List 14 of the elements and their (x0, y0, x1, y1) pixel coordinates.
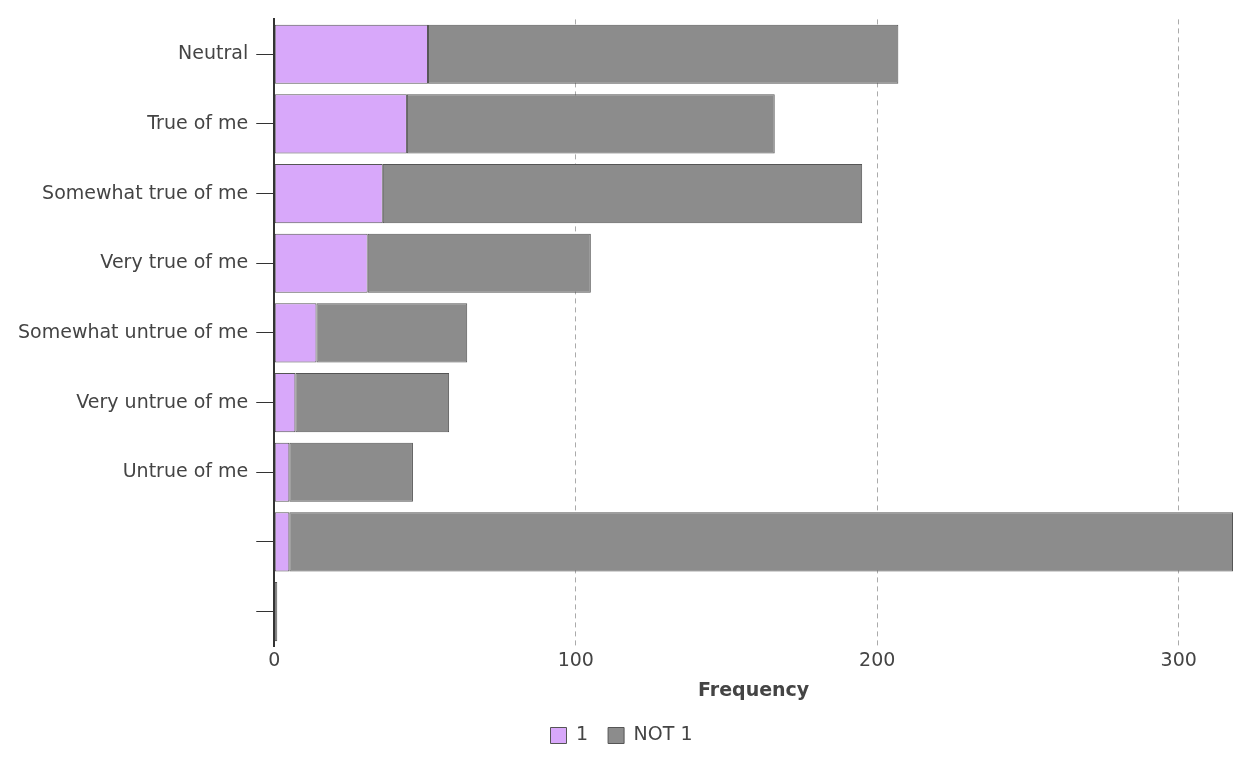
y-tick-label: Very untrue of me (76, 389, 249, 412)
x-tick-label: 300 (1160, 647, 1197, 670)
y-tick-label: Neutral (178, 41, 249, 64)
y-tick-label: Very true of me (100, 250, 249, 273)
y-tick-label: True of me (146, 110, 249, 133)
y-tick-label: Somewhat untrue of me (18, 319, 249, 342)
y-tick-label: Somewhat true of me (42, 180, 249, 203)
legend-label: 1 (576, 722, 589, 745)
x-tick-label: 200 (859, 647, 896, 670)
x-tick-label: 0 (268, 647, 281, 670)
y-tick-label: Untrue of me (122, 459, 249, 482)
x-tick-label: 100 (557, 647, 594, 670)
legend-label: NOT 1 (633, 722, 693, 745)
x-axis-title: Frequency (698, 677, 810, 700)
